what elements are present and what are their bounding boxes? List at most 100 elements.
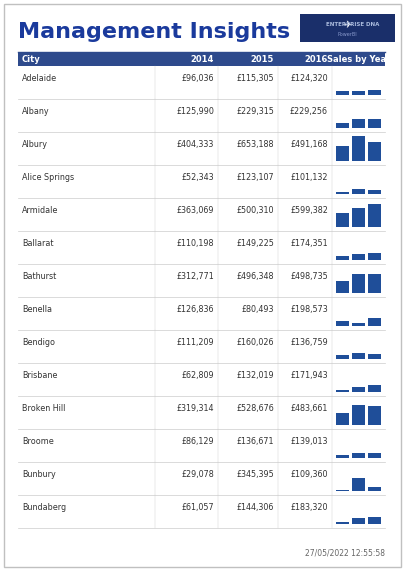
Text: £29,078: £29,078 xyxy=(181,470,214,479)
Text: Benella: Benella xyxy=(22,305,52,314)
FancyBboxPatch shape xyxy=(368,319,381,326)
Text: Brisbane: Brisbane xyxy=(22,371,58,380)
Text: 2015: 2015 xyxy=(251,54,274,63)
Text: 2016: 2016 xyxy=(305,54,328,63)
FancyBboxPatch shape xyxy=(4,4,401,567)
Text: Albany: Albany xyxy=(22,107,50,116)
Text: Sales by Year: Sales by Year xyxy=(327,54,390,63)
FancyBboxPatch shape xyxy=(368,385,381,392)
FancyBboxPatch shape xyxy=(352,136,365,161)
FancyBboxPatch shape xyxy=(352,518,365,524)
Text: Broken Hill: Broken Hill xyxy=(22,404,65,413)
FancyBboxPatch shape xyxy=(352,274,365,293)
Text: £62,809: £62,809 xyxy=(181,371,214,380)
Text: £198,573: £198,573 xyxy=(290,305,328,314)
FancyBboxPatch shape xyxy=(352,190,365,194)
Text: City: City xyxy=(22,54,41,63)
Text: Armidale: Armidale xyxy=(22,206,58,215)
FancyBboxPatch shape xyxy=(18,132,385,165)
Text: Broome: Broome xyxy=(22,437,54,446)
Text: £363,069: £363,069 xyxy=(177,206,214,215)
FancyBboxPatch shape xyxy=(352,353,365,359)
Text: £312,771: £312,771 xyxy=(176,272,214,281)
Text: £136,759: £136,759 xyxy=(290,338,328,347)
FancyBboxPatch shape xyxy=(18,264,385,297)
FancyBboxPatch shape xyxy=(300,14,395,42)
Text: Bundaberg: Bundaberg xyxy=(22,503,66,512)
Text: £80,493: £80,493 xyxy=(241,305,274,314)
Text: £123,107: £123,107 xyxy=(237,173,274,182)
Text: £132,019: £132,019 xyxy=(237,371,274,380)
Text: £500,310: £500,310 xyxy=(237,206,274,215)
FancyBboxPatch shape xyxy=(352,323,365,326)
FancyBboxPatch shape xyxy=(18,297,385,330)
FancyBboxPatch shape xyxy=(18,52,385,66)
FancyBboxPatch shape xyxy=(336,213,350,227)
Text: Management Insights: Management Insights xyxy=(18,22,290,42)
FancyBboxPatch shape xyxy=(18,66,385,99)
Text: 2014: 2014 xyxy=(191,54,214,63)
FancyBboxPatch shape xyxy=(336,355,350,359)
FancyBboxPatch shape xyxy=(336,490,350,491)
FancyBboxPatch shape xyxy=(368,453,381,458)
FancyBboxPatch shape xyxy=(336,321,350,326)
FancyBboxPatch shape xyxy=(352,405,365,425)
FancyBboxPatch shape xyxy=(368,354,381,359)
FancyBboxPatch shape xyxy=(18,396,385,429)
FancyBboxPatch shape xyxy=(352,453,365,458)
FancyBboxPatch shape xyxy=(368,487,381,491)
Text: £109,360: £109,360 xyxy=(290,470,328,479)
Text: Bathurst: Bathurst xyxy=(22,272,56,281)
Text: £124,320: £124,320 xyxy=(290,74,328,83)
Text: £174,351: £174,351 xyxy=(290,239,328,248)
Text: £183,320: £183,320 xyxy=(290,503,328,512)
FancyBboxPatch shape xyxy=(368,190,381,194)
Text: £171,943: £171,943 xyxy=(290,371,328,380)
Text: Bunbury: Bunbury xyxy=(22,470,56,479)
FancyBboxPatch shape xyxy=(368,254,381,260)
FancyBboxPatch shape xyxy=(18,363,385,396)
FancyBboxPatch shape xyxy=(352,254,365,260)
Text: £319,314: £319,314 xyxy=(177,404,214,413)
FancyBboxPatch shape xyxy=(336,281,350,293)
FancyBboxPatch shape xyxy=(336,123,350,128)
FancyBboxPatch shape xyxy=(352,478,365,491)
FancyBboxPatch shape xyxy=(336,413,350,425)
Text: £229,315: £229,315 xyxy=(236,107,274,116)
FancyBboxPatch shape xyxy=(368,274,381,293)
FancyBboxPatch shape xyxy=(336,146,350,161)
FancyBboxPatch shape xyxy=(368,204,381,227)
Text: £345,395: £345,395 xyxy=(236,470,274,479)
FancyBboxPatch shape xyxy=(352,387,365,392)
Text: £496,348: £496,348 xyxy=(237,272,274,281)
FancyBboxPatch shape xyxy=(18,198,385,231)
FancyBboxPatch shape xyxy=(336,256,350,260)
FancyBboxPatch shape xyxy=(368,407,381,425)
FancyBboxPatch shape xyxy=(336,192,350,194)
Text: £52,343: £52,343 xyxy=(181,173,214,182)
Text: Alice Springs: Alice Springs xyxy=(22,173,74,182)
Text: £61,057: £61,057 xyxy=(181,503,214,512)
Text: £144,306: £144,306 xyxy=(237,503,274,512)
Text: £404,333: £404,333 xyxy=(177,140,214,149)
Text: £110,198: £110,198 xyxy=(177,239,214,248)
FancyBboxPatch shape xyxy=(18,99,385,132)
FancyBboxPatch shape xyxy=(18,462,385,495)
FancyBboxPatch shape xyxy=(18,495,385,528)
Text: PowerBI: PowerBI xyxy=(338,31,357,37)
Text: Ballarat: Ballarat xyxy=(22,239,53,248)
FancyBboxPatch shape xyxy=(336,91,350,95)
FancyBboxPatch shape xyxy=(368,119,381,128)
FancyBboxPatch shape xyxy=(336,455,350,458)
Text: Albury: Albury xyxy=(22,140,48,149)
Text: £115,305: £115,305 xyxy=(237,74,274,83)
FancyBboxPatch shape xyxy=(352,91,365,95)
Text: £86,129: £86,129 xyxy=(181,437,214,446)
FancyBboxPatch shape xyxy=(336,389,350,392)
Text: £101,132: £101,132 xyxy=(290,173,328,182)
Text: £483,661: £483,661 xyxy=(291,404,328,413)
Text: 27/05/2022 12:55:58: 27/05/2022 12:55:58 xyxy=(305,548,385,557)
Text: £139,013: £139,013 xyxy=(290,437,328,446)
FancyBboxPatch shape xyxy=(368,142,381,161)
FancyBboxPatch shape xyxy=(18,429,385,462)
